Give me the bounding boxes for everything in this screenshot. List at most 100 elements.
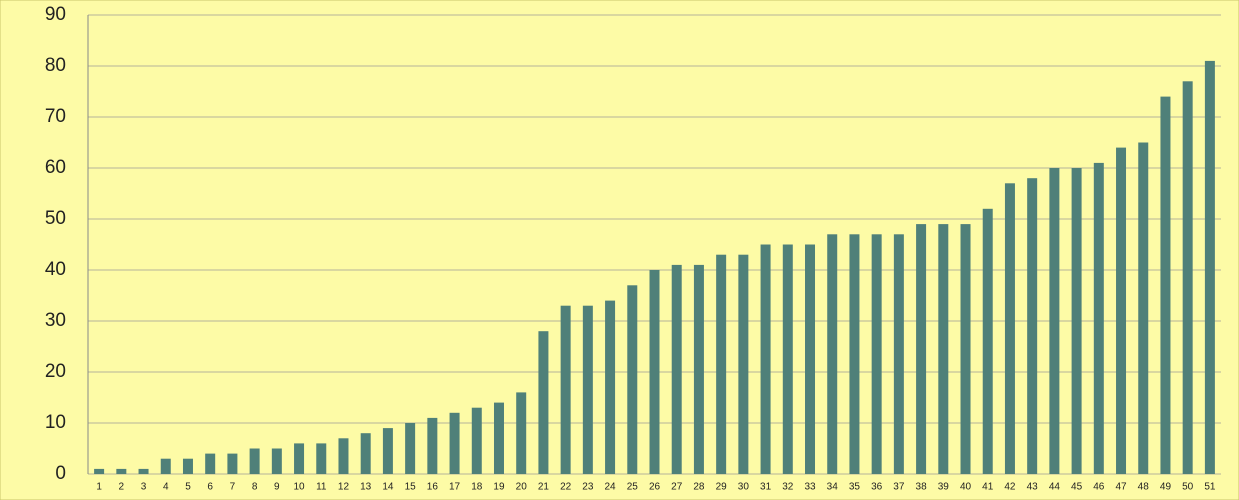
- x-tick-label: 39: [938, 482, 950, 493]
- bar: [1160, 96, 1171, 474]
- x-tick-label: 22: [560, 482, 572, 493]
- x-tick-label: 50: [1182, 482, 1194, 493]
- bar: [271, 448, 282, 474]
- bar: [382, 428, 393, 474]
- bar: [649, 270, 660, 474]
- bar: [849, 234, 860, 474]
- x-tick-label: 47: [1115, 482, 1127, 493]
- x-tick-label: 7: [230, 482, 236, 493]
- y-tick-label: 80: [45, 55, 66, 76]
- x-tick-label: 8: [252, 482, 258, 493]
- bar: [693, 264, 704, 474]
- bar: [938, 224, 949, 474]
- x-tick-label: 35: [849, 482, 861, 493]
- x-tick-label: 2: [119, 482, 125, 493]
- bar: [182, 458, 193, 474]
- x-tick-label: 6: [207, 482, 213, 493]
- bar: [605, 300, 616, 474]
- x-tick-label: 44: [1049, 482, 1061, 493]
- x-tick-label: 25: [627, 482, 639, 493]
- bar: [782, 244, 793, 474]
- x-tick-label: 24: [605, 482, 617, 493]
- x-tick-label: 27: [671, 482, 683, 493]
- x-tick-label: 51: [1204, 482, 1216, 493]
- bar: [982, 208, 993, 475]
- bar: [582, 305, 593, 474]
- y-tick-label: 40: [45, 259, 66, 280]
- bar: [671, 264, 682, 474]
- x-tick-label: 30: [738, 482, 750, 493]
- bar: [827, 234, 838, 474]
- x-tick-label: 18: [471, 482, 483, 493]
- bar: [1204, 60, 1215, 475]
- bar: [1093, 162, 1104, 474]
- y-tick-label: 20: [45, 361, 66, 382]
- x-tick-label: 38: [916, 482, 928, 493]
- bar: [1049, 168, 1060, 474]
- bar: [1138, 142, 1149, 474]
- x-tick-label: 13: [360, 482, 372, 493]
- bar: [738, 254, 749, 474]
- bar: [538, 331, 549, 474]
- x-tick-label: 15: [405, 482, 417, 493]
- bar: [205, 453, 216, 474]
- bar: [405, 423, 416, 474]
- bar: [138, 468, 149, 474]
- x-tick-label: 48: [1138, 482, 1150, 493]
- x-tick-label: 16: [427, 482, 439, 493]
- x-tick-label: 37: [893, 482, 905, 493]
- x-tick-label: 5: [185, 482, 191, 493]
- x-tick-label: 14: [382, 482, 394, 493]
- x-tick-label: 19: [493, 482, 505, 493]
- bar: [871, 234, 882, 474]
- x-tick-label: 34: [827, 482, 839, 493]
- bar: [94, 468, 105, 474]
- y-tick-label: 10: [45, 412, 66, 433]
- x-tick-label: 43: [1027, 482, 1039, 493]
- x-tick-label: 42: [1004, 482, 1016, 493]
- bar: [471, 407, 482, 474]
- bar: [227, 453, 238, 474]
- bar: [316, 443, 327, 474]
- x-tick-label: 33: [804, 482, 816, 493]
- bar: [1116, 147, 1127, 474]
- x-tick-label: 26: [649, 482, 661, 493]
- bar: [360, 433, 371, 474]
- bar: [805, 244, 816, 474]
- x-tick-label: 32: [782, 482, 794, 493]
- y-tick-label: 60: [45, 157, 66, 178]
- bar: [716, 254, 727, 474]
- bar: [516, 392, 527, 474]
- x-tick-label: 10: [293, 482, 305, 493]
- x-tick-label: 20: [516, 482, 528, 493]
- x-tick-label: 12: [338, 482, 350, 493]
- bar: [1004, 183, 1015, 475]
- bar: [449, 412, 460, 474]
- x-tick-label: 3: [141, 482, 147, 493]
- bar: [116, 468, 127, 474]
- x-tick-label: 41: [982, 482, 994, 493]
- bar: [1182, 81, 1193, 475]
- bar: [249, 448, 260, 474]
- bar: [916, 224, 927, 474]
- bar: [338, 438, 349, 474]
- x-tick-label: 4: [163, 482, 169, 493]
- y-tick-label: 0: [55, 463, 66, 484]
- x-tick-label: 29: [716, 482, 728, 493]
- bar: [960, 224, 971, 474]
- x-tick-label: 49: [1160, 482, 1172, 493]
- bar: [493, 402, 504, 474]
- x-tick-label: 17: [449, 482, 461, 493]
- bar: [294, 443, 305, 474]
- bar: [1071, 168, 1082, 474]
- x-tick-label: 9: [274, 482, 280, 493]
- bar: [560, 305, 571, 474]
- x-tick-label: 31: [760, 482, 772, 493]
- y-tick-label: 50: [45, 208, 66, 229]
- x-tick-label: 46: [1093, 482, 1105, 493]
- x-tick-label: 21: [538, 482, 550, 493]
- x-tick-label: 23: [582, 482, 594, 493]
- y-tick-label: 30: [45, 310, 66, 331]
- y-tick-label: 70: [45, 106, 66, 127]
